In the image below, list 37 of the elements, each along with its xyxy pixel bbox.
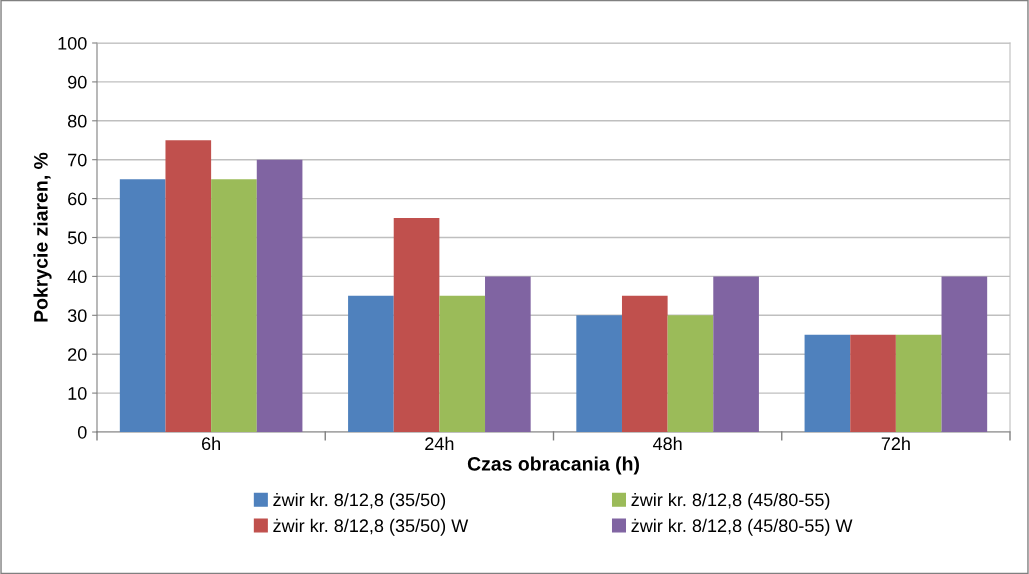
legend-label: żwir kr. 8/12,8 (45/80-55) W — [631, 518, 853, 536]
legend-label: żwir kr. 8/12,8 (45/80-55) — [631, 492, 830, 510]
y-tick-label: 80 — [67, 114, 87, 128]
y-tick-label: 30 — [67, 309, 87, 323]
x-tick-label: 6h — [202, 436, 220, 451]
bar — [850, 334, 896, 432]
bar — [576, 315, 622, 432]
bar — [621, 295, 668, 432]
y-tick-label: 20 — [68, 348, 87, 361]
bar — [485, 276, 531, 432]
bar — [256, 159, 303, 432]
bar — [119, 179, 166, 432]
y-tick-label: 60 — [68, 192, 87, 206]
bar — [211, 179, 257, 432]
bar — [895, 334, 942, 432]
y-tick-label: 0 — [77, 425, 87, 439]
bar — [804, 334, 851, 432]
x-tick-label: 24h — [425, 436, 454, 450]
y-tick-label: 40 — [67, 270, 87, 284]
y-tick-label: 10 — [68, 387, 87, 400]
y-tick-label: 50 — [67, 231, 87, 245]
x-tick-label: 48h — [652, 436, 682, 451]
bar — [165, 140, 212, 432]
legend-label: żwir kr. 8/12,8 (35/50) — [273, 492, 446, 510]
bar — [393, 218, 440, 432]
y-tick-label: 100 — [58, 36, 87, 50]
x-axis-title: Czas obracania (h) — [467, 456, 639, 475]
legend-label: żwir kr. 8/12,8 (35/50) W — [273, 518, 469, 536]
bar — [348, 295, 394, 432]
bar — [713, 276, 759, 432]
bar — [439, 295, 486, 432]
y-axis-title: Pokrycie ziaren, % — [33, 152, 52, 322]
x-tick-label: 72h — [881, 436, 910, 450]
y-tick-label: 70 — [68, 153, 87, 167]
bar — [941, 276, 988, 432]
y-tick-label: 90 — [68, 75, 87, 89]
bar — [667, 315, 714, 432]
